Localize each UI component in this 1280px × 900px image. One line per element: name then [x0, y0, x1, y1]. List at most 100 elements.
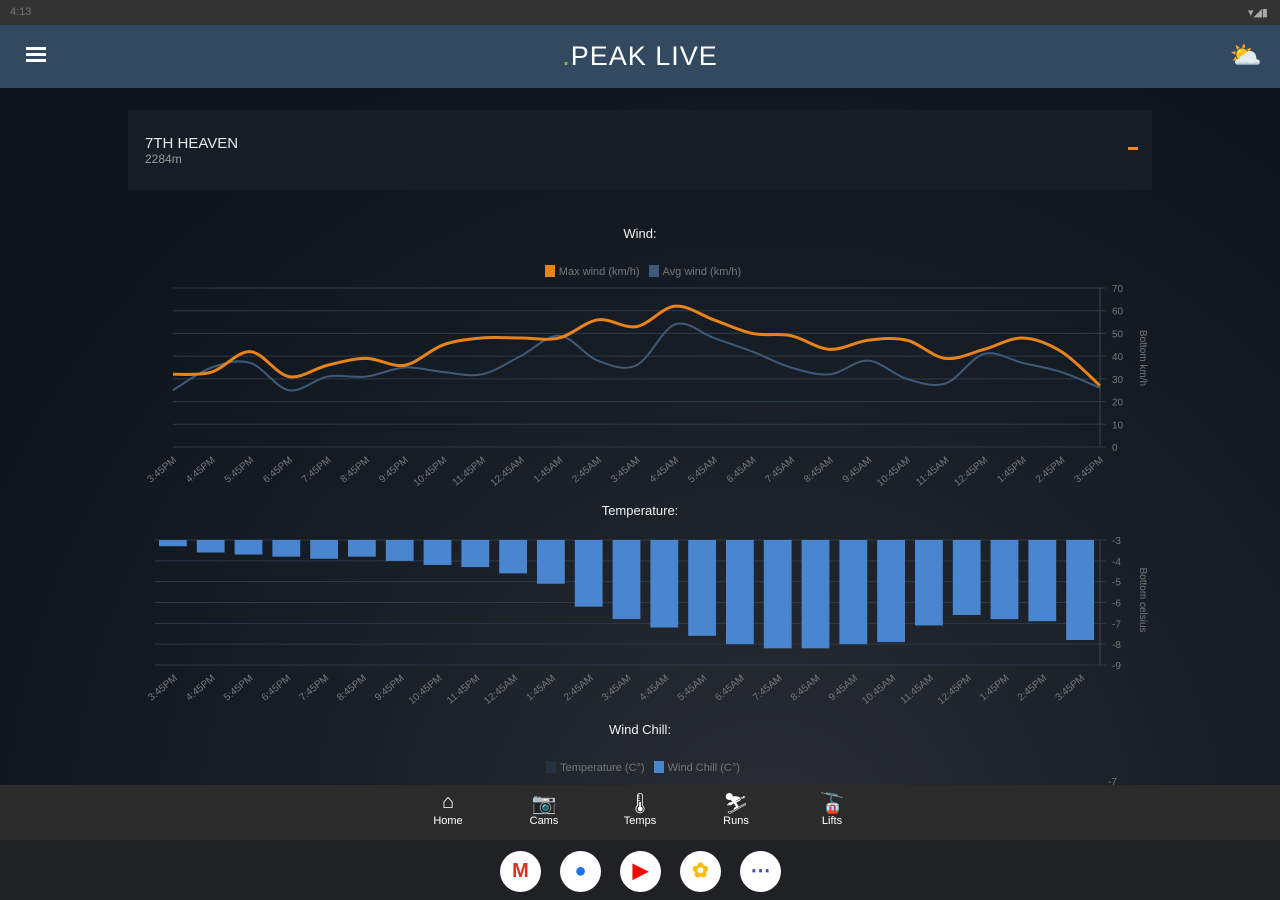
temp-x-tick: 9:45AM	[827, 673, 860, 704]
legend-swatch-temperature	[546, 761, 557, 773]
wind-chart-title: Wind:	[623, 226, 657, 241]
temp-x-tick: 5:45PM	[222, 673, 255, 704]
app-logo: .PEAK LIVE	[562, 41, 718, 71]
temperature-bar	[234, 540, 263, 555]
temperature-bar	[499, 540, 527, 574]
temperature-bar	[726, 540, 754, 645]
temp-x-tick: 4:45AM	[638, 673, 671, 704]
app-dock: M ● ▶ ✿ ⋯	[0, 840, 1280, 900]
wind-y-tick: 50	[1112, 329, 1124, 340]
nav-cams[interactable]: 📷 Cams	[514, 791, 574, 827]
wind-legend[interactable]: Max wind (km/h) Avg wind (km/h)	[0, 265, 1280, 278]
temperature-bar	[310, 540, 338, 559]
chrome-app-icon[interactable]: ●	[560, 851, 601, 892]
temperature-bar	[915, 540, 943, 626]
youtube-app-icon[interactable]: ▶	[620, 851, 661, 892]
wind-x-tick: 10:45AM	[875, 455, 913, 489]
temperature-bar	[574, 540, 603, 607]
status-bar: 4:13 ▾◢▮	[0, 0, 1280, 25]
temperature-bar	[877, 540, 905, 643]
temp-y-label: Bottom celsius	[1137, 567, 1148, 632]
wind-x-tick: 10:45PM	[412, 455, 450, 489]
temp-y-tick: -5	[1112, 578, 1121, 589]
temp-x-tick: 10:45PM	[407, 673, 445, 707]
temperature-bar	[688, 540, 716, 636]
collapse-toggle[interactable]	[1128, 147, 1138, 150]
temperature-bar	[801, 540, 830, 649]
temperature-bar	[272, 540, 301, 557]
wind-x-tick: 12:45PM	[952, 455, 990, 489]
wind-x-tick: 2:45AM	[570, 455, 603, 486]
temp-y-tick: -7	[1112, 619, 1121, 630]
temperature-bar	[537, 540, 565, 584]
legend-swatch-windchill	[653, 761, 664, 773]
nav-home[interactable]: ⌂ Home	[418, 791, 478, 827]
temp-x-tick: 1:45PM	[978, 673, 1011, 704]
temp-x-tick: 3:45PM	[1054, 673, 1087, 704]
cams-icon: 📷	[531, 793, 557, 815]
temp-x-tick: 10:45AM	[860, 673, 898, 707]
nav-lifts[interactable]: 🚡 Lifts	[802, 791, 862, 827]
temp-x-tick: 8:45PM	[335, 673, 368, 704]
station-card[interactable]: 7TH HEAVEN 2284m	[128, 110, 1152, 190]
temperature-bar	[990, 540, 1019, 620]
wind-y-tick: 30	[1112, 375, 1124, 386]
wind-x-tick: 1:45AM	[532, 455, 565, 486]
temps-icon: 🌡	[627, 793, 653, 815]
temp-x-tick: 12:45PM	[936, 673, 974, 707]
photos-app-icon[interactable]: ✿	[680, 851, 721, 892]
nav-label: Home	[433, 815, 463, 827]
temp-x-tick: 11:45AM	[899, 673, 936, 707]
gmail-app-icon[interactable]: M	[500, 851, 541, 892]
temp-y-tick: -9	[1112, 661, 1121, 672]
temp-x-tick: 3:45AM	[600, 673, 633, 704]
sun-cloud-icon[interactable]: ⛅	[1229, 40, 1262, 70]
wind-y-tick: 40	[1112, 352, 1124, 363]
nav-runs[interactable]: ⛷ Runs	[706, 791, 766, 827]
wind-x-tick: 4:45AM	[648, 455, 681, 486]
hamburger-icon[interactable]	[26, 47, 46, 63]
wind-y-label: Bottom km/h	[1137, 330, 1148, 386]
wind-x-tick: 8:45PM	[339, 455, 372, 486]
home-icon: ⌂	[441, 791, 455, 813]
temperature-bar	[763, 540, 792, 649]
station-elevation: 2284m	[145, 152, 182, 166]
wind-chill-legend[interactable]: Temperature (C°) Wind Chill (C°)	[0, 761, 1280, 774]
temp-y-tick: -4	[1112, 557, 1121, 568]
temp-x-tick: 12:45AM	[482, 673, 520, 707]
wind-x-tick: 5:45AM	[686, 455, 719, 486]
wind-x-tick: 11:45PM	[451, 455, 488, 489]
temp-x-tick: 6:45AM	[713, 673, 746, 704]
temp-x-tick: 7:45PM	[298, 673, 331, 704]
wind-x-tick: 9:45PM	[377, 455, 410, 486]
temperature-bar	[159, 540, 187, 547]
main-content[interactable]: 7TH HEAVEN 2284m Wind: Max wind (km/h) A…	[0, 88, 1280, 785]
temp-x-tick: 1:45AM	[524, 673, 557, 704]
temperature-bar	[461, 540, 490, 568]
apps-app-icon[interactable]: ⋯	[740, 851, 781, 892]
temp-x-tick: 4:45PM	[184, 673, 217, 704]
wind-x-tick: 2:45PM	[1034, 455, 1067, 486]
temp-x-tick: 8:45AM	[789, 673, 822, 704]
wind-y-tick: 20	[1112, 398, 1124, 409]
temp-x-tick: 2:45PM	[1016, 673, 1049, 704]
status-icons: ▾◢▮	[1247, 7, 1268, 19]
temperature-bar	[423, 540, 452, 565]
wind-x-tick: 7:45AM	[763, 455, 796, 486]
temperature-bar	[196, 540, 225, 553]
wind-x-tick: 3:45PM	[1072, 455, 1105, 486]
temperature-bar	[839, 540, 868, 645]
temp-x-tick: 6:45PM	[260, 673, 293, 704]
temp-x-tick: 7:45AM	[751, 673, 784, 704]
wind-x-tick: 8:45AM	[802, 455, 835, 486]
temperature-bar	[612, 540, 641, 620]
legend-swatch-max	[544, 265, 555, 277]
wind-x-tick: 3:45AM	[609, 455, 642, 486]
wind-x-tick: 5:45PM	[223, 455, 256, 486]
wind-chill-chart-title: Wind Chill:	[608, 722, 672, 737]
temp-x-tick: 5:45AM	[676, 673, 709, 704]
wind-x-tick: 4:45PM	[184, 455, 217, 486]
wind-y-tick: 60	[1112, 307, 1124, 318]
nav-temps[interactable]: 🌡 Temps	[610, 791, 670, 827]
